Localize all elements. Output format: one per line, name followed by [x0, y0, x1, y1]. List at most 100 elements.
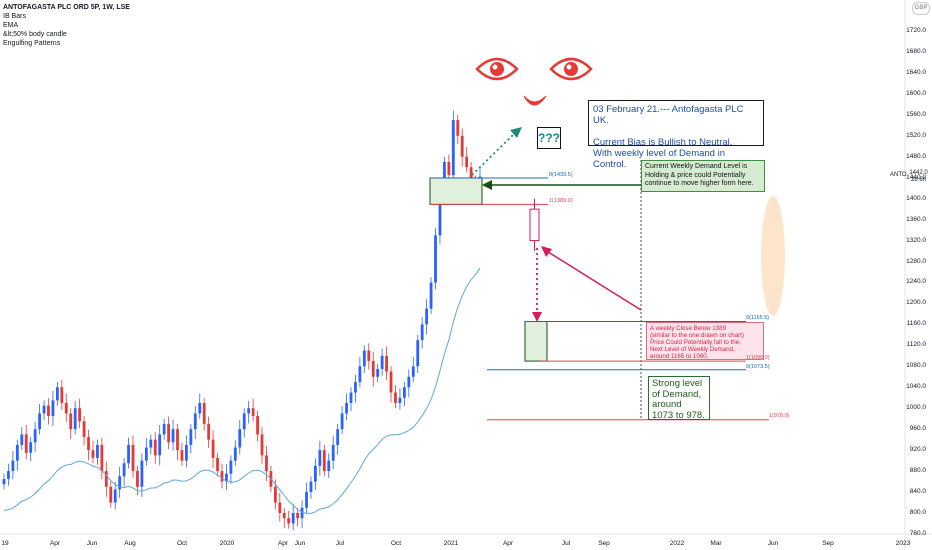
- legend-indicator-ib[interactable]: IB Bars: [3, 13, 26, 20]
- candle-body: [349, 392, 353, 403]
- question-box[interactable]: ???: [537, 127, 561, 149]
- candle-body: [447, 161, 451, 176]
- candle-body: [91, 450, 95, 458]
- candle-body: [460, 135, 464, 157]
- candle-body: [296, 513, 300, 519]
- candle-body: [225, 473, 228, 482]
- y-tick-label: 1280.0: [906, 257, 926, 265]
- candle-body: [73, 408, 77, 430]
- highlight-ellipse: [761, 196, 785, 316]
- candle-body: [354, 382, 357, 393]
- risk-note-line: Price Could Potentially fall to the,: [650, 339, 741, 346]
- candle-body: [233, 447, 237, 461]
- candle-body: [273, 486, 277, 503]
- y-tick-label: 800.0: [909, 509, 926, 516]
- risk-pointer-arrowhead: [541, 246, 552, 257]
- candle-body: [38, 413, 41, 430]
- demand-note-line: Holding & price could Potentially: [645, 171, 746, 179]
- chart-legend: ANTOFAGASTA PLC ORD 5P, 1W, LSE IB Bars …: [3, 3, 130, 48]
- level-label-1389: 1(1389.0): [549, 198, 573, 204]
- candle-body: [407, 376, 411, 388]
- ema-line: [3, 267, 481, 514]
- current-price-label: 1442.0 2d 6h: [905, 170, 932, 186]
- candle-body: [113, 489, 117, 503]
- demand-note[interactable]: Current Weekly Demand Level is Holding &…: [641, 160, 765, 192]
- level-label-1165: 0(1165.5): [746, 315, 770, 321]
- candle-body: [256, 416, 259, 435]
- candle-body: [322, 450, 326, 472]
- candle-body: [242, 413, 246, 430]
- x-tick-label: Aug: [124, 540, 136, 547]
- candle-body: [260, 434, 264, 456]
- legend-indicator-engulfing[interactable]: Engulfing Patterns: [3, 40, 61, 47]
- symbol-tag: ANTO: [890, 172, 907, 178]
- candle-body: [305, 492, 308, 508]
- x-tick-label: Oct: [390, 540, 402, 547]
- candle-body: [247, 408, 251, 414]
- legend-indicator-ema[interactable]: EMA: [3, 22, 19, 29]
- risk-note[interactable]: A weekly Close Below 1389 (similar to th…: [646, 322, 764, 360]
- candle-body: [15, 444, 19, 461]
- main-note-line: [593, 126, 759, 137]
- candle-body: [69, 413, 73, 430]
- candle-body: [51, 400, 55, 417]
- candle-body: [318, 450, 322, 466]
- x-tick-label: 19: [1, 540, 9, 547]
- x-tick-label: 2021: [443, 540, 459, 547]
- strong-note-line: Strong level: [652, 378, 703, 389]
- candle-body: [198, 402, 202, 414]
- candle-body: [20, 434, 24, 445]
- candle-body: [47, 405, 50, 417]
- x-tick-label: 2022: [669, 540, 685, 547]
- y-tick-label: 1120.0: [906, 341, 926, 349]
- candle-body: [291, 513, 295, 524]
- strong-demand-note[interactable]: Strong level of Demand, around 1073 to 9…: [648, 376, 710, 420]
- currency-badge[interactable]: GBP: [912, 2, 930, 15]
- bar-countdown: 2d 6h: [910, 177, 926, 183]
- candle-body: [465, 156, 469, 168]
- candle-body: [207, 423, 211, 440]
- risk-note-line: (similar to the one drawn on chart): [650, 332, 744, 339]
- x-tick-label: 2023: [895, 540, 911, 547]
- candle-body: [358, 366, 362, 383]
- level-label-1073: 0(1073.5): [746, 364, 770, 370]
- candle-body: [331, 444, 335, 461]
- y-tick-label: 960.0: [909, 425, 926, 433]
- candle-body: [162, 423, 166, 435]
- main-note[interactable]: 03 February 21.--- Antofagasta PLC UK. C…: [588, 100, 764, 170]
- candle-body: [122, 463, 126, 477]
- risk-note-line: Next Level of Weekly Demand,: [650, 346, 735, 353]
- candle-body: [314, 465, 317, 482]
- y-tick-label: 1160.0: [906, 320, 926, 328]
- candle-body: [376, 368, 380, 377]
- left-eye-icon: [475, 57, 519, 81]
- candle-body: [434, 235, 437, 283]
- strong-note-line: of Demand,: [652, 388, 702, 400]
- candle-body: [104, 471, 108, 487]
- candle-body: [64, 402, 68, 414]
- candle-body: [171, 429, 175, 443]
- eye-glint: [492, 64, 498, 70]
- legend-indicator-body[interactable]: &lt;50% body candle: [3, 31, 67, 38]
- y-tick-label: 1200.0: [906, 299, 926, 307]
- candle-body: [109, 486, 113, 503]
- candle-body: [33, 429, 37, 443]
- candle-body: [425, 308, 429, 325]
- candle-body: [265, 455, 268, 472]
- y-tick-label: 1640.0: [906, 68, 926, 76]
- legend-title: ANTOFAGASTA PLC ORD 5P, 1W, LSE: [3, 4, 130, 11]
- x-tick-label: Jul: [335, 540, 345, 547]
- candle-body: [420, 324, 424, 341]
- candle-body: [184, 444, 188, 461]
- y-tick-label: 760.0: [909, 529, 926, 537]
- x-tick-label: Jun: [767, 540, 779, 547]
- right-eye-icon: [549, 57, 593, 81]
- candle-body: [189, 429, 193, 445]
- candle-body: [394, 392, 397, 403]
- demand-arrowhead: [482, 180, 492, 190]
- level-label-978: 1(978.0): [769, 413, 790, 419]
- x-tick-label: 2020: [219, 540, 235, 547]
- x-tick-label: Jul: [561, 540, 571, 547]
- candle-body: [78, 408, 82, 422]
